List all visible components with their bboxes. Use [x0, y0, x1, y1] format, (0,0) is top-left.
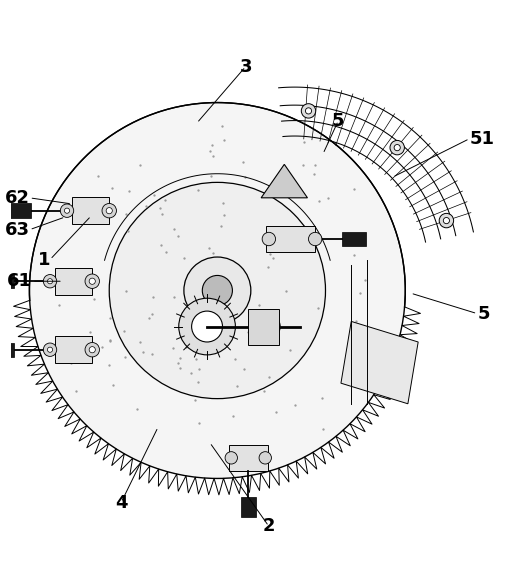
Text: 63: 63	[4, 221, 30, 239]
Circle shape	[85, 343, 100, 357]
Bar	[72, 198, 109, 224]
Bar	[266, 226, 315, 252]
Bar	[248, 309, 279, 345]
Circle shape	[43, 275, 57, 288]
Circle shape	[106, 207, 112, 214]
Circle shape	[43, 343, 57, 356]
Circle shape	[64, 208, 70, 213]
Circle shape	[89, 278, 95, 284]
Circle shape	[109, 182, 326, 399]
Bar	[0, 343, 14, 357]
Text: 5: 5	[332, 112, 345, 130]
Circle shape	[179, 298, 236, 355]
Circle shape	[443, 217, 450, 224]
Circle shape	[390, 141, 404, 155]
Circle shape	[47, 347, 53, 352]
Circle shape	[259, 451, 271, 464]
Bar	[229, 445, 268, 471]
Circle shape	[192, 311, 222, 342]
Circle shape	[47, 279, 53, 284]
Bar	[55, 268, 92, 295]
Text: 1: 1	[37, 250, 50, 268]
Circle shape	[258, 315, 280, 338]
Bar	[5, 203, 31, 218]
Circle shape	[60, 204, 74, 217]
Circle shape	[102, 203, 116, 218]
Bar	[0, 274, 14, 288]
Circle shape	[85, 274, 100, 288]
Bar	[55, 336, 92, 363]
Text: 4: 4	[115, 494, 128, 512]
Bar	[343, 232, 366, 246]
Circle shape	[308, 232, 322, 246]
Text: 3: 3	[239, 58, 252, 76]
Circle shape	[30, 103, 405, 478]
Circle shape	[184, 257, 251, 324]
Circle shape	[262, 232, 276, 246]
Text: 51: 51	[470, 130, 495, 148]
Text: 61: 61	[7, 272, 32, 290]
Circle shape	[89, 347, 95, 353]
Text: 62: 62	[4, 189, 30, 207]
Text: 5: 5	[477, 304, 490, 322]
Circle shape	[301, 103, 316, 118]
Polygon shape	[261, 164, 307, 198]
Circle shape	[394, 145, 401, 150]
Text: 2: 2	[262, 517, 275, 535]
Bar	[240, 497, 256, 517]
Circle shape	[439, 213, 454, 228]
Polygon shape	[341, 321, 418, 404]
Circle shape	[306, 108, 311, 114]
Circle shape	[202, 275, 232, 306]
Circle shape	[225, 451, 238, 464]
